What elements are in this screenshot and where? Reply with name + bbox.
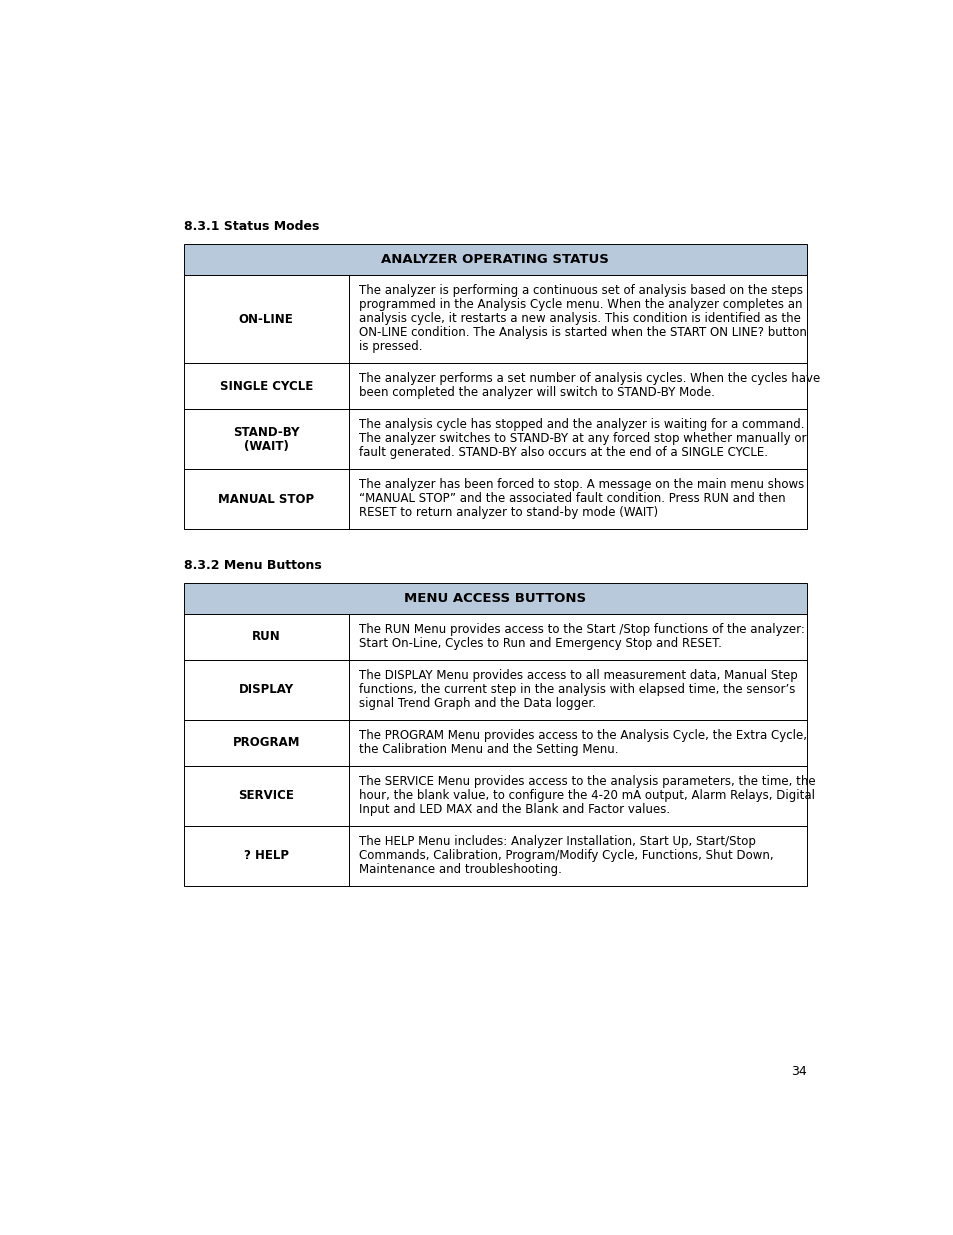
Text: The analyzer is performing a continuous set of analysis based on the steps: The analyzer is performing a continuous … [358, 284, 801, 298]
Text: The SERVICE Menu provides access to the analysis parameters, the time, the: The SERVICE Menu provides access to the … [358, 774, 815, 788]
Text: “MANUAL STOP” and the associated fault condition. Press RUN and then: “MANUAL STOP” and the associated fault c… [358, 493, 784, 505]
Text: Start On-Line, Cycles to Run and Emergency Stop and RESET.: Start On-Line, Cycles to Run and Emergen… [358, 637, 720, 650]
Text: 8.3.2 Menu Buttons: 8.3.2 Menu Buttons [183, 558, 321, 572]
Bar [349, 469, 806, 530]
Text: DISPLAY: DISPLAY [238, 683, 294, 697]
Bar [349, 766, 806, 826]
Text: 34: 34 [790, 1065, 806, 1078]
Bar [183, 275, 349, 363]
Bar [349, 720, 806, 766]
Bar [349, 363, 806, 409]
Bar [349, 659, 806, 720]
Text: analysis cycle, it restarts a new analysis. This condition is identified as the: analysis cycle, it restarts a new analys… [358, 312, 800, 325]
Bar [183, 614, 349, 659]
Text: ANALYZER OPERATING STATUS: ANALYZER OPERATING STATUS [381, 253, 608, 267]
Text: Commands, Calibration, Program/Modify Cycle, Functions, Shut Down,: Commands, Calibration, Program/Modify Cy… [358, 848, 773, 862]
Text: signal Trend Graph and the Data logger.: signal Trend Graph and the Data logger. [358, 697, 595, 710]
Bar [183, 409, 349, 469]
Bar [183, 469, 349, 530]
Text: ON-LINE condition. The Analysis is started when the START ON LINE? button: ON-LINE condition. The Analysis is start… [358, 326, 806, 340]
Text: MANUAL STOP: MANUAL STOP [218, 493, 314, 506]
Text: functions, the current step in the analysis with elapsed time, the sensor’s: functions, the current step in the analy… [358, 683, 794, 695]
Text: been completed the analyzer will switch to STAND-BY Mode.: been completed the analyzer will switch … [358, 387, 714, 399]
Text: hour, the blank value, to configure the 4-20 mA output, Alarm Relays, Digital: hour, the blank value, to configure the … [358, 789, 814, 802]
Text: RUN: RUN [252, 630, 280, 643]
Bar [183, 720, 349, 766]
Text: STAND-BY: STAND-BY [233, 426, 299, 438]
Text: SINGLE CYCLE: SINGLE CYCLE [219, 380, 313, 393]
Text: PROGRAM: PROGRAM [233, 736, 299, 750]
Text: RESET to return analyzer to stand-by mode (WAIT): RESET to return analyzer to stand-by mod… [358, 506, 658, 519]
Bar [349, 409, 806, 469]
Text: The DISPLAY Menu provides access to all measurement data, Manual Step: The DISPLAY Menu provides access to all … [358, 668, 797, 682]
Text: ? HELP: ? HELP [243, 850, 289, 862]
Text: Input and LED MAX and the Blank and Factor values.: Input and LED MAX and the Blank and Fact… [358, 803, 669, 816]
Text: The analysis cycle has stopped and the analyzer is waiting for a command.: The analysis cycle has stopped and the a… [358, 419, 803, 431]
Bar [349, 275, 806, 363]
Text: SERVICE: SERVICE [238, 789, 294, 803]
Text: (WAIT): (WAIT) [243, 440, 288, 453]
Text: is pressed.: is pressed. [358, 341, 422, 353]
Text: fault generated. STAND-BY also occurs at the end of a SINGLE CYCLE.: fault generated. STAND-BY also occurs at… [358, 446, 767, 459]
Text: The RUN Menu provides access to the Start /Stop functions of the analyzer:: The RUN Menu provides access to the Star… [358, 622, 803, 636]
Text: The analyzer performs a set number of analysis cycles. When the cycles have: The analyzer performs a set number of an… [358, 372, 820, 385]
Text: Maintenance and troubleshooting.: Maintenance and troubleshooting. [358, 863, 561, 876]
Text: 8.3.1 Status Modes: 8.3.1 Status Modes [183, 220, 318, 233]
Text: The HELP Menu includes: Analyzer Installation, Start Up, Start/Stop: The HELP Menu includes: Analyzer Install… [358, 835, 755, 847]
Bar [183, 363, 349, 409]
Bar [183, 826, 349, 885]
Text: MENU ACCESS BUTTONS: MENU ACCESS BUTTONS [404, 592, 585, 605]
Bar [183, 245, 806, 275]
Text: The analyzer has been forced to stop. A message on the main menu shows: The analyzer has been forced to stop. A … [358, 478, 803, 492]
Bar [183, 766, 349, 826]
Text: The PROGRAM Menu provides access to the Analysis Cycle, the Extra Cycle,: The PROGRAM Menu provides access to the … [358, 729, 806, 742]
Bar [183, 583, 806, 614]
Text: ON-LINE: ON-LINE [238, 312, 294, 326]
Bar [183, 659, 349, 720]
Text: programmed in the Analysis Cycle menu. When the analyzer completes an: programmed in the Analysis Cycle menu. W… [358, 298, 801, 311]
Bar [349, 614, 806, 659]
Text: The analyzer switches to STAND-BY at any forced stop whether manually or: The analyzer switches to STAND-BY at any… [358, 432, 805, 446]
Text: the Calibration Menu and the Setting Menu.: the Calibration Menu and the Setting Men… [358, 742, 618, 756]
Bar [349, 826, 806, 885]
